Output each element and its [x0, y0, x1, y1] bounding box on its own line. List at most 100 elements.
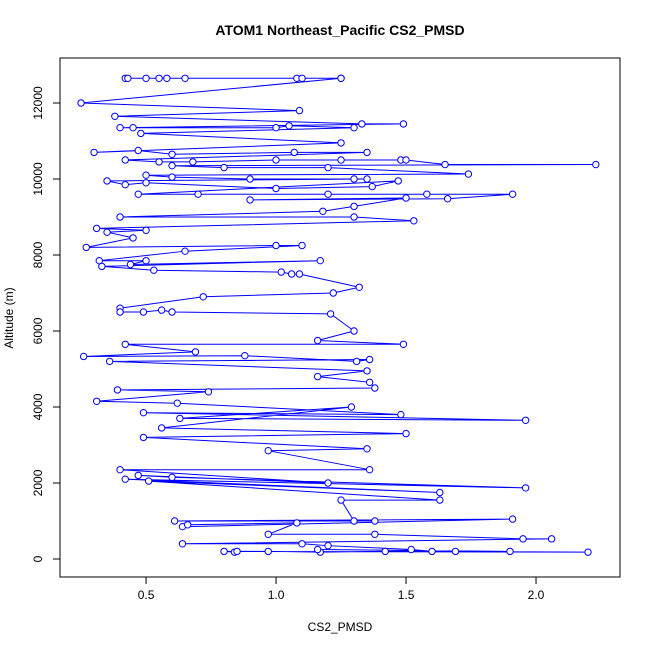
y-tick-label: 12000 [31, 86, 45, 120]
data-point [105, 357, 114, 366]
data-point [79, 352, 88, 361]
data-point [324, 190, 332, 198]
data-point [163, 74, 171, 82]
data-point [350, 327, 358, 335]
data-point [365, 465, 374, 474]
data-point [285, 122, 293, 130]
data-point [189, 158, 197, 166]
data-point [116, 123, 124, 132]
data-point [326, 310, 335, 318]
data-point [168, 161, 176, 170]
data-point [402, 429, 410, 438]
data-point [176, 414, 184, 423]
data-point [264, 547, 272, 556]
data-point [155, 74, 163, 82]
data-point [402, 156, 410, 164]
data-point [168, 173, 176, 181]
data-point [347, 403, 356, 411]
data-point [272, 156, 280, 164]
data-point [113, 386, 122, 394]
plot-frame [59, 57, 621, 578]
data-point [157, 424, 166, 432]
data-point [451, 547, 460, 556]
data-point [464, 170, 473, 178]
data-point [350, 123, 358, 132]
data-point [337, 156, 345, 164]
data-point [443, 195, 452, 203]
x-tick-label: 1.5 [398, 588, 415, 602]
data-point [142, 226, 150, 234]
y-tick-label: 0 [31, 555, 45, 562]
data-point [139, 308, 148, 316]
data-point [277, 268, 285, 276]
data-point [365, 378, 374, 386]
data-point [116, 308, 124, 316]
data-point [371, 530, 379, 538]
data-point [155, 158, 163, 166]
data-point [428, 547, 436, 556]
data-point [233, 547, 241, 556]
data-point [157, 306, 166, 314]
x-tick-label: 0.5 [138, 588, 155, 602]
data-point [129, 123, 137, 132]
data-point [363, 175, 371, 183]
data-point [111, 112, 119, 120]
y-tick-label: 2000 [31, 469, 45, 496]
data-point [410, 217, 418, 225]
data-point [272, 123, 280, 132]
data-point [337, 139, 345, 147]
data-point [363, 367, 371, 375]
data-point [126, 260, 135, 269]
data-point [241, 351, 249, 360]
data-point [92, 224, 101, 233]
data-point [103, 177, 111, 185]
data-point [178, 540, 187, 548]
data-point [121, 180, 129, 189]
data-point [181, 247, 189, 255]
data-point [293, 519, 301, 527]
data-point [313, 336, 322, 345]
data-point [381, 547, 389, 556]
data-point [134, 190, 142, 198]
data-point [168, 308, 176, 316]
data-point [272, 184, 280, 193]
data-point [116, 465, 124, 474]
data-point [98, 262, 106, 271]
data-point [142, 256, 150, 265]
data-point [506, 547, 514, 556]
x-tick-label: 2.0 [528, 588, 545, 602]
data-point [394, 177, 402, 185]
data-point [399, 120, 408, 128]
data-point [116, 213, 124, 221]
data-point [363, 148, 371, 157]
data-point [319, 207, 327, 215]
data-point [399, 340, 408, 348]
data-point [150, 266, 158, 274]
data-point [350, 517, 358, 525]
data-point [264, 446, 272, 455]
data-point [220, 163, 228, 172]
x-tick-label: 1.0 [268, 588, 285, 602]
x-axis-label: CS2_PMSD [308, 620, 373, 634]
data-point [521, 416, 530, 424]
data-point [519, 535, 527, 543]
data-point [129, 234, 137, 242]
data-point [183, 521, 192, 529]
data-point [313, 372, 322, 381]
data-point [547, 535, 556, 543]
data-point [298, 241, 306, 250]
data-point [137, 129, 145, 138]
data-point [272, 241, 280, 250]
data-point [142, 171, 150, 179]
data-point [298, 540, 306, 548]
data-point [355, 283, 363, 291]
data-point [313, 545, 322, 554]
data-point [508, 190, 517, 198]
data-point [363, 445, 371, 453]
data-point [402, 194, 410, 202]
data-point [295, 270, 304, 278]
y-tick-label: 4000 [31, 393, 45, 420]
data-point [584, 548, 592, 556]
data-point [441, 160, 449, 169]
